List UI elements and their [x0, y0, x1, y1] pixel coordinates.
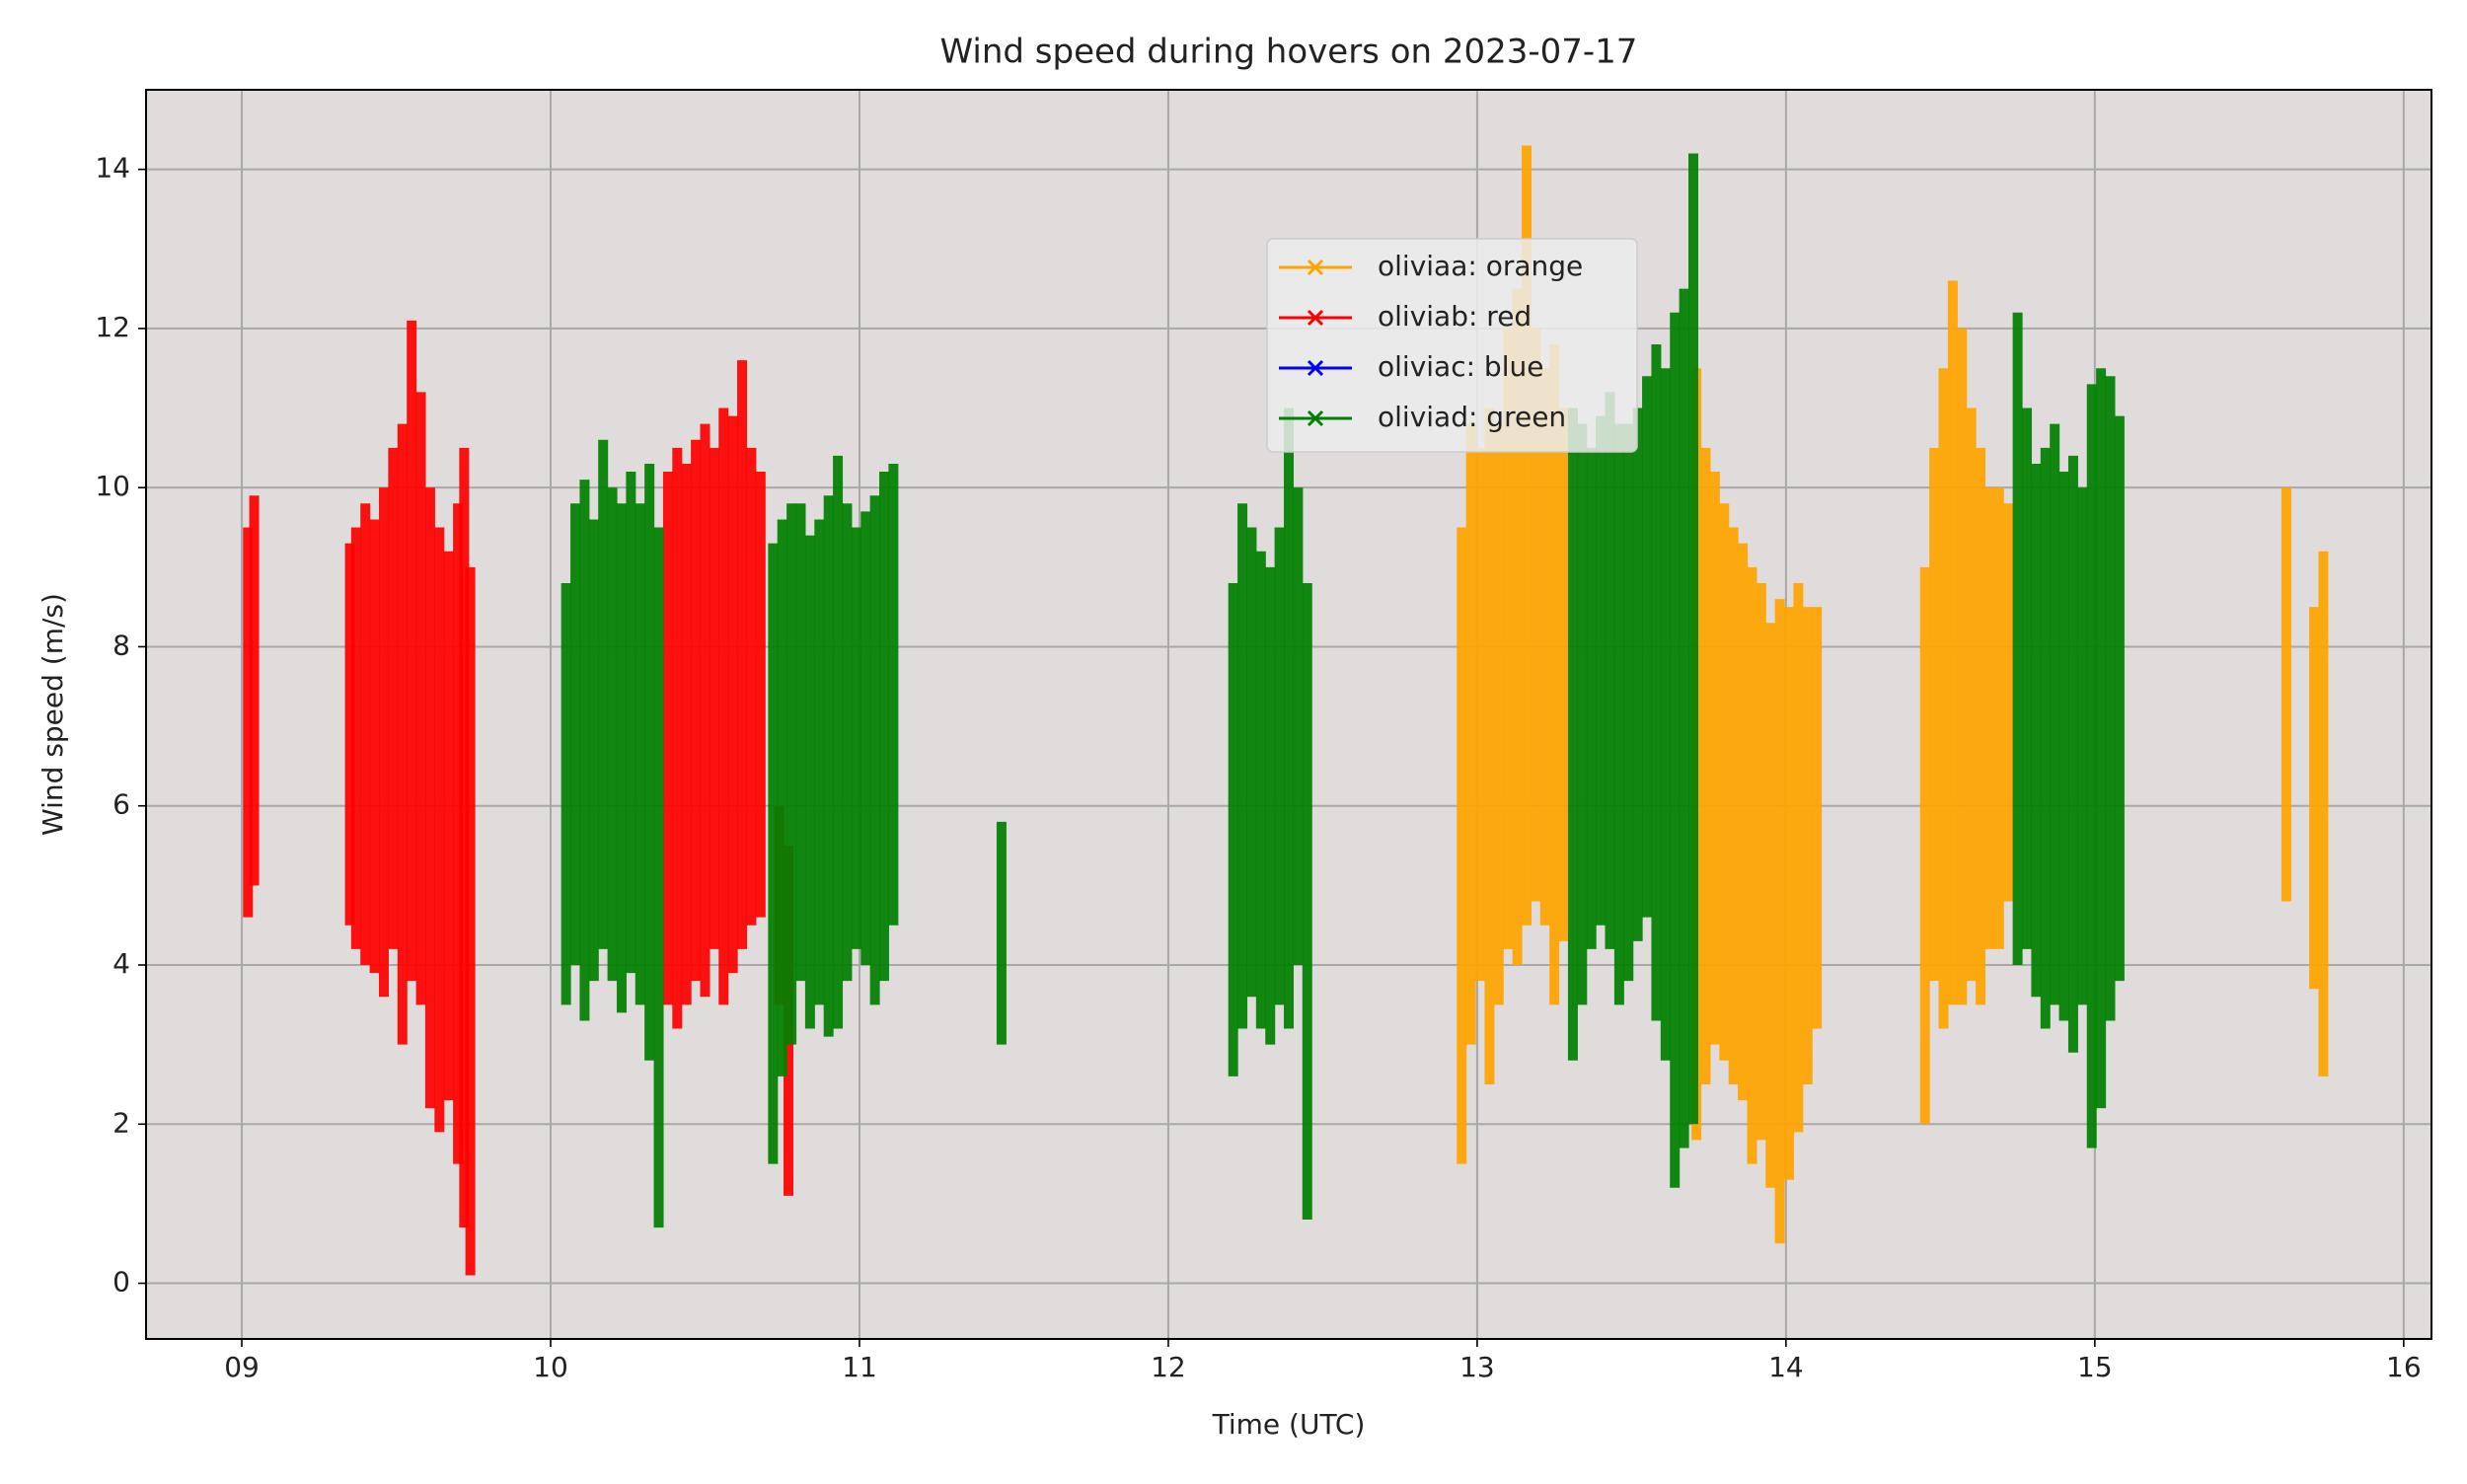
- x-tick-label: 13: [1459, 1351, 1495, 1383]
- x-tick-label: 12: [1151, 1351, 1186, 1383]
- legend-label: oliviad: green: [1378, 401, 1566, 433]
- x-tick-label: 09: [224, 1351, 260, 1383]
- marks: [243, 145, 2329, 1276]
- plot-frame: [145, 89, 2432, 1340]
- y-tick-label: 12: [95, 311, 130, 343]
- x-axis-label: Time (UTC): [1212, 1408, 1366, 1441]
- x-tick-label: 15: [2077, 1351, 2113, 1383]
- x-tick-label: 16: [2386, 1351, 2422, 1383]
- x-tick-label: 14: [1768, 1351, 1804, 1383]
- y-tick-label: 8: [112, 629, 130, 661]
- legend: oliviaa: orange oliviab: red oliviac: blue…: [1266, 238, 1638, 453]
- y-tick-label: 10: [95, 470, 130, 502]
- y-tick-label: 4: [112, 947, 130, 980]
- legend-marker: [1307, 259, 1324, 276]
- legend-box: [1266, 238, 1638, 453]
- y-axis-label: Wind speed (m/s): [37, 593, 69, 836]
- legend-marker: [1307, 309, 1324, 327]
- legend-label: oliviaa: orange: [1378, 250, 1583, 282]
- x-tick-label: 10: [533, 1351, 568, 1383]
- legend-marker: [1307, 359, 1324, 377]
- y-tick-label: 14: [95, 152, 130, 185]
- legend-marker: [1307, 409, 1324, 427]
- x-tick-label: 11: [842, 1351, 877, 1383]
- legend-label: oliviab: red: [1378, 300, 1532, 333]
- y-tick-label: 0: [112, 1266, 130, 1298]
- y-tick-label: 6: [112, 788, 130, 821]
- legend-label: oliviac: blue: [1378, 350, 1543, 383]
- chart-title: Wind speed during hovers on 2023-07-17: [940, 33, 1638, 72]
- y-tick-label: 2: [112, 1106, 130, 1139]
- ticks: 09 10 11 12 13 14 15 16 0 2 4 6 8 10 12 14: [95, 152, 2421, 1383]
